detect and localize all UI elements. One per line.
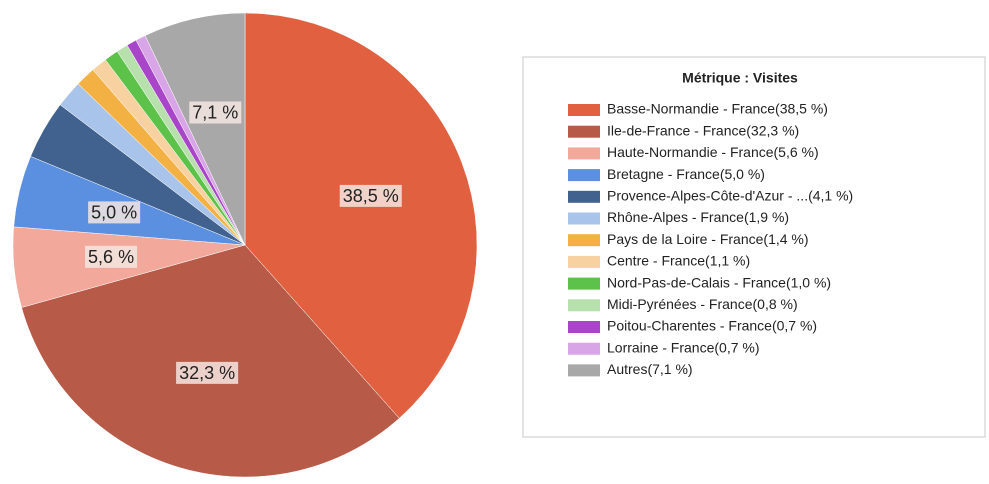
slice-label-group: 5,0 %	[88, 201, 141, 224]
legend-text: Centre - France(1,1 %)	[607, 253, 750, 269]
legend-text: Rhône-Alpes - France(1,9 %)	[607, 209, 789, 225]
legend-swatch	[568, 147, 600, 160]
legend-swatch	[568, 364, 600, 377]
legend-swatch	[568, 234, 600, 247]
slice-label: 38,5 %	[343, 186, 399, 206]
legend-swatch	[568, 125, 600, 138]
pie-slice	[144, 12, 246, 246]
slice-label-bg	[339, 184, 402, 207]
slice-label-group: 32,3 %	[176, 361, 239, 384]
legend-text: Midi-Pyrénées - France(0,8 %)	[607, 296, 798, 312]
legend-swatch	[568, 104, 600, 116]
legend-swatch	[568, 190, 600, 203]
legend-swatch	[568, 169, 600, 182]
pie-slice	[244, 12, 478, 419]
slice-label-bg	[189, 101, 242, 124]
slice-label: 5,0 %	[91, 202, 137, 222]
legend-text: Basse-Normandie - France(38,5 %)	[607, 101, 828, 117]
slice-label: 5,6 %	[88, 247, 134, 267]
legend-title: Métrique : Visites	[682, 70, 798, 86]
legend-text: Bretagne - France(5,0 %)	[607, 166, 765, 182]
legend-text: Autres(7,1 %)	[607, 361, 693, 377]
slice-label-bg	[85, 245, 138, 268]
legend-text: Poitou-Charentes - France(0,7 %)	[607, 318, 817, 334]
slice-label: 32,3 %	[179, 363, 235, 383]
slice-label-bg	[176, 361, 239, 384]
slice-label-group: 38,5 %	[339, 184, 402, 207]
legend-swatch	[568, 277, 600, 290]
pie-slice	[21, 244, 400, 478]
legend-text: Pays de la Loire - France(1,4 %)	[607, 231, 809, 247]
slice-label-group: 7,1 %	[189, 101, 242, 124]
legend-swatch	[568, 255, 600, 268]
legend-swatch	[568, 299, 600, 312]
slice-label: 7,1 %	[192, 103, 238, 123]
legend-text: Lorraine - France(0,7 %)	[607, 339, 760, 355]
legend-text: Haute-Normandie - France(5,6 %)	[607, 144, 819, 160]
legend-text: Ile-de-France - France(32,3 %)	[607, 122, 799, 138]
legend-swatch	[568, 321, 600, 333]
legend-swatch	[568, 342, 600, 355]
legend-text: Provence-Alpes-Côte-d'Azur - ...(4,1 %)	[607, 188, 853, 204]
legend-text: Nord-Pas-de-Calais - France(1,0 %)	[607, 274, 831, 290]
slice-label-group: 5,6 %	[85, 245, 138, 268]
legend-swatch	[568, 212, 600, 225]
slice-label-bg	[88, 201, 141, 224]
